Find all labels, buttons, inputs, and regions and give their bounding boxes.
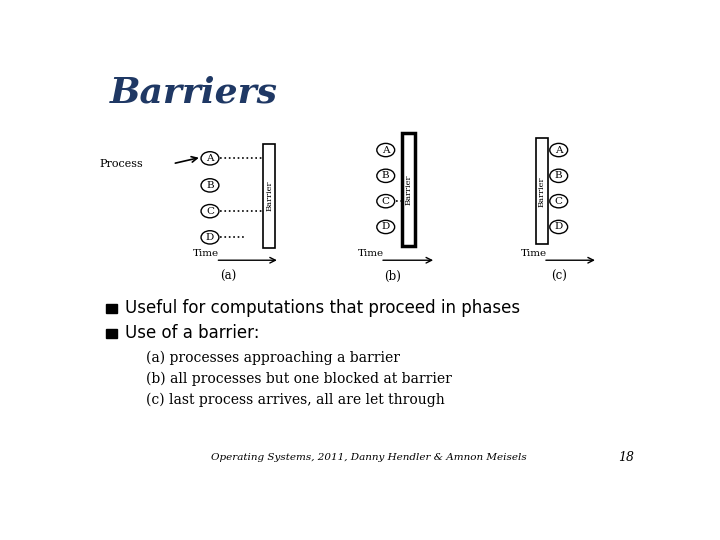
Text: (a) processes approaching a barrier: (a) processes approaching a barrier (145, 351, 400, 365)
Text: Barriers: Barriers (109, 75, 277, 109)
Text: Barrier: Barrier (538, 176, 546, 207)
Text: C: C (382, 197, 390, 206)
Text: A: A (382, 146, 390, 154)
Text: B: B (382, 171, 390, 180)
Bar (536, 138, 548, 245)
Bar (106, 329, 117, 338)
Bar (263, 144, 275, 248)
Text: Useful for computations that proceed in phases: Useful for computations that proceed in … (125, 299, 520, 317)
Text: C: C (554, 197, 563, 206)
Bar (402, 133, 415, 246)
Text: Operating Systems, 2011, Danny Hendler & Amnon Meisels: Operating Systems, 2011, Danny Hendler &… (211, 453, 527, 462)
Text: B: B (555, 171, 562, 180)
Text: Time: Time (521, 249, 547, 258)
Text: (c): (c) (551, 271, 567, 284)
Text: (a): (a) (220, 271, 236, 284)
Text: D: D (382, 222, 390, 232)
Text: Use of a barrier:: Use of a barrier: (125, 324, 259, 342)
Text: A: A (206, 154, 214, 163)
Text: B: B (206, 181, 214, 190)
Text: D: D (206, 233, 214, 242)
Text: Time: Time (358, 249, 384, 258)
Text: D: D (554, 222, 563, 232)
Text: Barrier: Barrier (405, 174, 413, 205)
Text: (c) last process arrives, all are let through: (c) last process arrives, all are let th… (145, 393, 444, 407)
Text: 18: 18 (618, 451, 634, 464)
Text: Barrier: Barrier (265, 180, 273, 211)
Text: C: C (206, 207, 214, 215)
Text: Time: Time (193, 249, 220, 258)
Text: Process: Process (99, 159, 143, 169)
Text: A: A (555, 146, 562, 154)
Bar (106, 305, 117, 313)
Text: (b): (b) (384, 271, 402, 284)
Text: (b) all processes but one blocked at barrier: (b) all processes but one blocked at bar… (145, 372, 451, 386)
